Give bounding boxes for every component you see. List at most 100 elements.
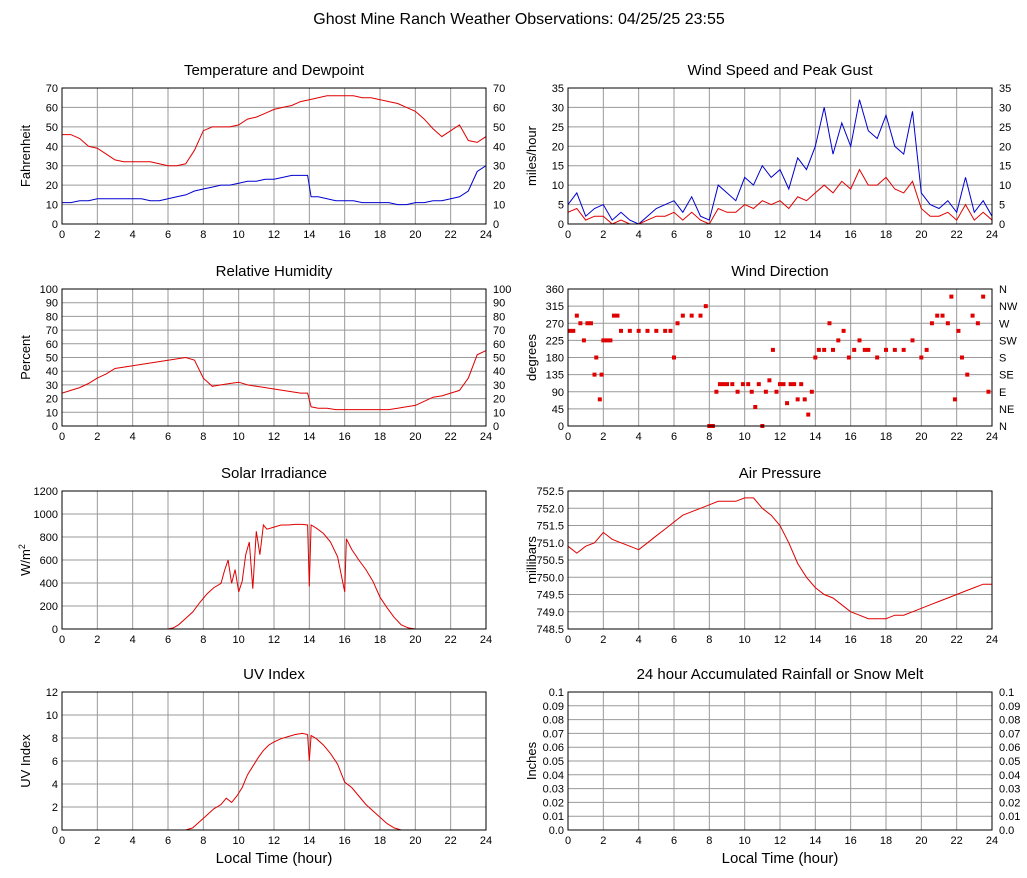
y-tick-label: 10 — [46, 407, 58, 419]
data-point — [689, 313, 694, 318]
y-tick-label: 0 — [52, 219, 58, 231]
x-tick-label: 22 — [951, 431, 963, 443]
y-axis-label: millibars — [524, 536, 539, 584]
y-tick-label: 30 — [552, 102, 564, 114]
x-tick-label: 16 — [339, 431, 351, 443]
data-point — [608, 338, 613, 343]
x-tick-label: 24 — [480, 431, 492, 443]
x-tick-label: 22 — [951, 634, 963, 646]
y-tick-label-right: 0.0 — [999, 825, 1014, 837]
y-tick-label-right: 0 — [493, 219, 499, 231]
x-tick-label: 4 — [636, 431, 642, 443]
x-tick-label: 10 — [739, 431, 751, 443]
y-axis-label: UV Index — [18, 734, 33, 788]
y-tick-label: 60 — [46, 102, 58, 114]
x-tick-label: 16 — [845, 229, 857, 241]
data-point — [636, 328, 641, 333]
data-point — [792, 382, 797, 387]
x-tick-label: 2 — [600, 634, 606, 646]
y-tick-label: 10 — [46, 710, 58, 722]
y-tick-label: 90 — [552, 387, 564, 399]
data-point — [852, 347, 857, 352]
data-point — [588, 321, 593, 326]
data-point — [836, 338, 841, 343]
data-point — [599, 372, 604, 377]
data-point — [940, 313, 945, 318]
x-tick-label: 0 — [59, 835, 65, 847]
data-point — [945, 321, 950, 326]
x-tick-label: 16 — [845, 634, 857, 646]
plot-frame — [567, 288, 993, 427]
y-tick-label: 30 — [46, 161, 58, 173]
y-tick-label: 748.5 — [536, 624, 564, 636]
x-tick-label: 12 — [774, 229, 786, 241]
data-point — [827, 321, 832, 326]
data-point — [717, 382, 722, 387]
x-tick-label: 8 — [200, 634, 206, 646]
y-tick-label: 20 — [46, 180, 58, 192]
y-tick-label-right: SE — [999, 370, 1014, 382]
data-point — [857, 338, 862, 343]
y-axis-label: Inches — [524, 741, 539, 780]
data-point — [841, 328, 846, 333]
y-tick-label: 0.03 — [543, 784, 564, 796]
y-axis-label: miles/hour — [524, 125, 539, 186]
plot-frame — [61, 87, 487, 225]
y-tick-label-right: 5 — [999, 200, 1005, 212]
x-tick-label: 18 — [374, 634, 386, 646]
data-point — [571, 328, 576, 333]
data-point — [924, 347, 929, 352]
page-title: Ghost Mine Ranch Weather Observations: 0… — [313, 11, 725, 28]
data-point — [668, 328, 673, 333]
x-tick-label: 22 — [445, 634, 457, 646]
data-point — [816, 347, 821, 352]
y-tick-label: 0 — [52, 421, 58, 433]
y-tick-label: 70 — [46, 83, 58, 95]
y-tick-label: 8 — [52, 733, 58, 745]
chart-title: Relative Humidity — [216, 263, 333, 280]
data-point — [809, 389, 814, 394]
data-point — [778, 382, 782, 387]
y-tick-label: 1000 — [34, 509, 58, 521]
y-tick-label-right: 0.08 — [999, 715, 1020, 727]
rain-chart: 0 2 4 6 8 10 12 14 16 18 20 22 240.00.010.020.030.04… — [524, 666, 1020, 867]
y-tick-label: 400 — [40, 578, 58, 590]
y-axis-label: Fahrenheit — [18, 125, 33, 188]
y-tick-label: 6 — [52, 756, 58, 768]
data-point — [594, 355, 599, 360]
y-tick-label: 35 — [552, 83, 564, 95]
data-point — [892, 347, 897, 352]
y-tick-label-right: NE — [999, 404, 1014, 416]
y-tick-label: 0.05 — [543, 756, 564, 768]
data-point — [578, 321, 583, 326]
data-point — [597, 397, 602, 402]
x-tick-label: 10 — [739, 835, 751, 847]
x-tick-label: 4 — [636, 229, 642, 241]
x-tick-label: 14 — [303, 835, 315, 847]
data-point — [627, 328, 632, 333]
y-tick-label: 750.5 — [536, 555, 564, 567]
y-tick-label: 0.08 — [543, 715, 564, 727]
data-point — [592, 372, 597, 377]
data-point — [714, 389, 719, 394]
x-tick-label: 24 — [480, 835, 492, 847]
data-point — [813, 355, 818, 360]
x-tick-label: 0 — [59, 431, 65, 443]
x-tick-label: 6 — [671, 835, 677, 847]
data-point — [725, 382, 729, 387]
y-tick-label-right: 10 — [493, 200, 505, 212]
y-tick-label: 0 — [52, 825, 58, 837]
data-point — [615, 313, 620, 318]
data-point — [959, 355, 964, 360]
y-tick-label: 0.09 — [543, 701, 564, 713]
y-tick-label: 749.5 — [536, 590, 564, 602]
x-tick-label: 24 — [986, 431, 998, 443]
pres-chart: 0 2 4 6 8 10 12 14 16 18 20 22 24748.5749.0749.5750.… — [524, 465, 998, 646]
data-point — [910, 338, 915, 343]
data-point — [862, 347, 867, 352]
y-tick-label-right: N — [999, 421, 1007, 433]
x-tick-label: 18 — [880, 229, 892, 241]
x-tick-label: 20 — [915, 634, 927, 646]
x-tick-label: 24 — [986, 835, 998, 847]
